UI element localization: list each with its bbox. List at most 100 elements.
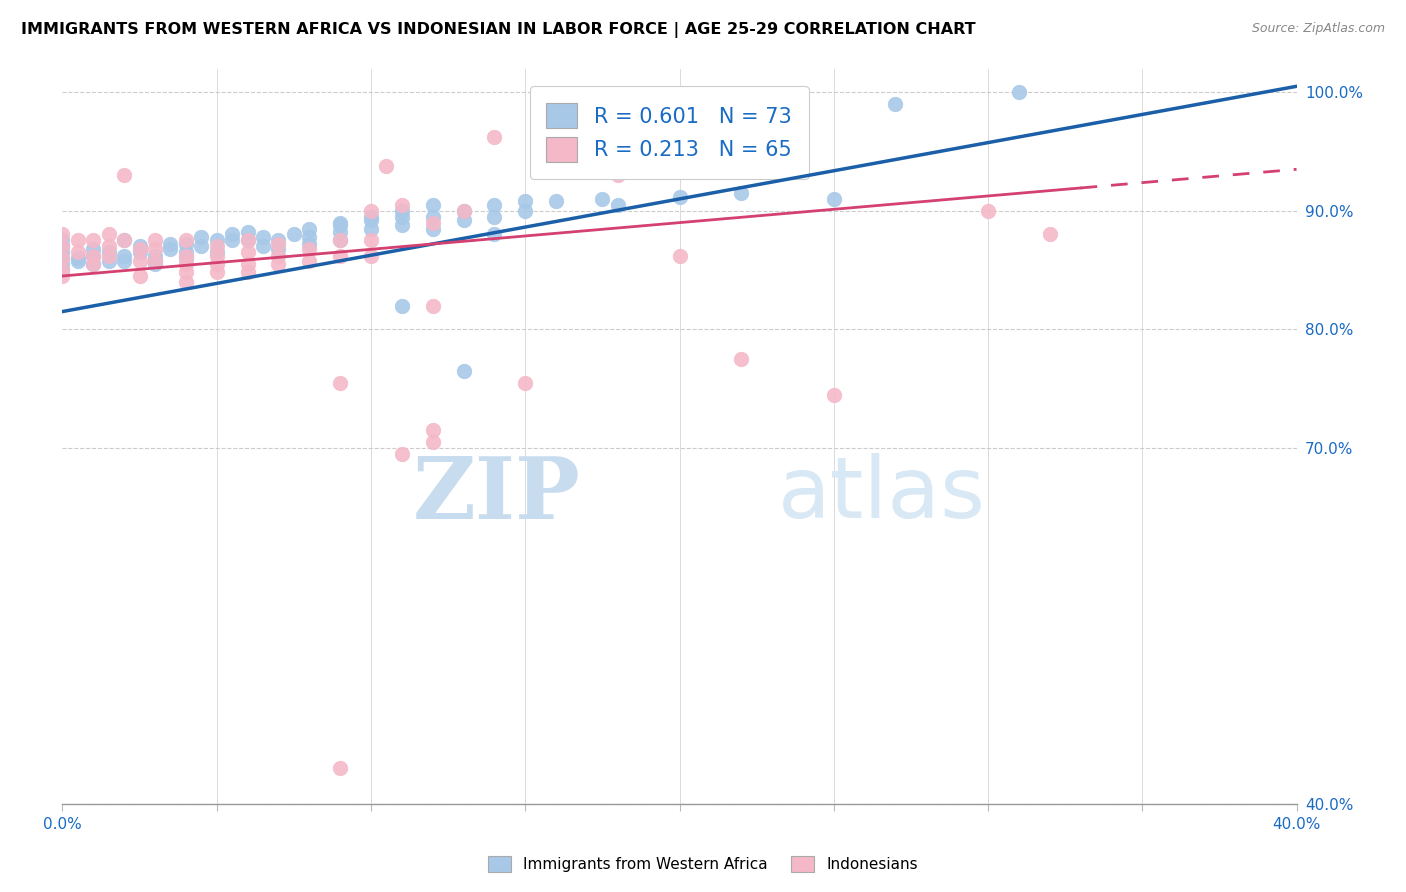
- Point: [252, 230, 274, 244]
- Point: [221, 227, 243, 242]
- Point: [128, 239, 150, 253]
- Point: [298, 230, 321, 244]
- Point: [143, 253, 166, 268]
- Point: [205, 249, 228, 263]
- Point: [329, 376, 352, 390]
- Point: [391, 203, 413, 218]
- Point: [1008, 85, 1031, 99]
- Point: [267, 249, 290, 263]
- Point: [546, 194, 568, 209]
- Point: [422, 221, 444, 235]
- Point: [128, 242, 150, 256]
- Point: [82, 257, 104, 271]
- Text: atlas: atlas: [779, 453, 986, 536]
- Point: [668, 189, 690, 203]
- Point: [112, 234, 135, 248]
- Point: [606, 198, 628, 212]
- Point: [1039, 227, 1062, 242]
- Point: [128, 245, 150, 260]
- Point: [977, 203, 1000, 218]
- Point: [159, 242, 181, 256]
- Text: IMMIGRANTS FROM WESTERN AFRICA VS INDONESIAN IN LABOR FORCE | AGE 25-29 CORRELAT: IMMIGRANTS FROM WESTERN AFRICA VS INDONE…: [21, 22, 976, 38]
- Point: [730, 186, 752, 200]
- Point: [112, 253, 135, 268]
- Point: [329, 216, 352, 230]
- Point: [422, 198, 444, 212]
- Point: [360, 221, 382, 235]
- Point: [329, 234, 352, 248]
- Point: [174, 237, 197, 252]
- Point: [252, 239, 274, 253]
- Point: [174, 245, 197, 260]
- Point: [453, 203, 475, 218]
- Point: [484, 227, 506, 242]
- Point: [205, 239, 228, 253]
- Point: [422, 299, 444, 313]
- Point: [82, 234, 104, 248]
- Legend: Immigrants from Western Africa, Indonesians: Immigrants from Western Africa, Indonesi…: [481, 848, 925, 880]
- Point: [267, 237, 290, 252]
- Point: [422, 423, 444, 437]
- Point: [884, 97, 907, 112]
- Point: [360, 234, 382, 248]
- Point: [422, 210, 444, 224]
- Point: [823, 192, 845, 206]
- Point: [112, 249, 135, 263]
- Point: [174, 265, 197, 279]
- Point: [174, 249, 197, 263]
- Point: [51, 251, 73, 265]
- Point: [236, 245, 259, 260]
- Point: [391, 198, 413, 212]
- Text: ZIP: ZIP: [413, 453, 581, 537]
- Point: [391, 299, 413, 313]
- Point: [236, 225, 259, 239]
- Point: [236, 234, 259, 248]
- Point: [51, 245, 73, 260]
- Point: [329, 234, 352, 248]
- Point: [143, 234, 166, 248]
- Point: [66, 245, 89, 260]
- Point: [298, 221, 321, 235]
- Point: [329, 761, 352, 775]
- Point: [143, 257, 166, 271]
- Point: [97, 227, 120, 242]
- Point: [360, 213, 382, 227]
- Point: [329, 225, 352, 239]
- Point: [174, 234, 197, 248]
- Point: [267, 242, 290, 256]
- Point: [515, 203, 537, 218]
- Point: [174, 251, 197, 265]
- Point: [51, 263, 73, 277]
- Point: [97, 249, 120, 263]
- Point: [205, 234, 228, 248]
- Point: [823, 387, 845, 401]
- Point: [591, 192, 613, 206]
- Point: [82, 249, 104, 263]
- Point: [267, 234, 290, 248]
- Point: [329, 249, 352, 263]
- Point: [51, 239, 73, 253]
- Point: [375, 159, 398, 173]
- Point: [51, 234, 73, 248]
- Point: [298, 242, 321, 256]
- Legend: R = 0.601   N = 73, R = 0.213   N = 65: R = 0.601 N = 73, R = 0.213 N = 65: [530, 87, 808, 178]
- Point: [453, 364, 475, 378]
- Point: [66, 251, 89, 265]
- Point: [97, 253, 120, 268]
- Point: [82, 257, 104, 271]
- Point: [391, 218, 413, 232]
- Point: [484, 198, 506, 212]
- Point: [422, 434, 444, 449]
- Point: [112, 234, 135, 248]
- Point: [174, 257, 197, 271]
- Point: [159, 237, 181, 252]
- Point: [128, 268, 150, 283]
- Point: [143, 242, 166, 256]
- Point: [391, 210, 413, 224]
- Point: [143, 253, 166, 268]
- Point: [484, 210, 506, 224]
- Point: [329, 218, 352, 232]
- Point: [515, 194, 537, 209]
- Point: [51, 239, 73, 253]
- Point: [668, 249, 690, 263]
